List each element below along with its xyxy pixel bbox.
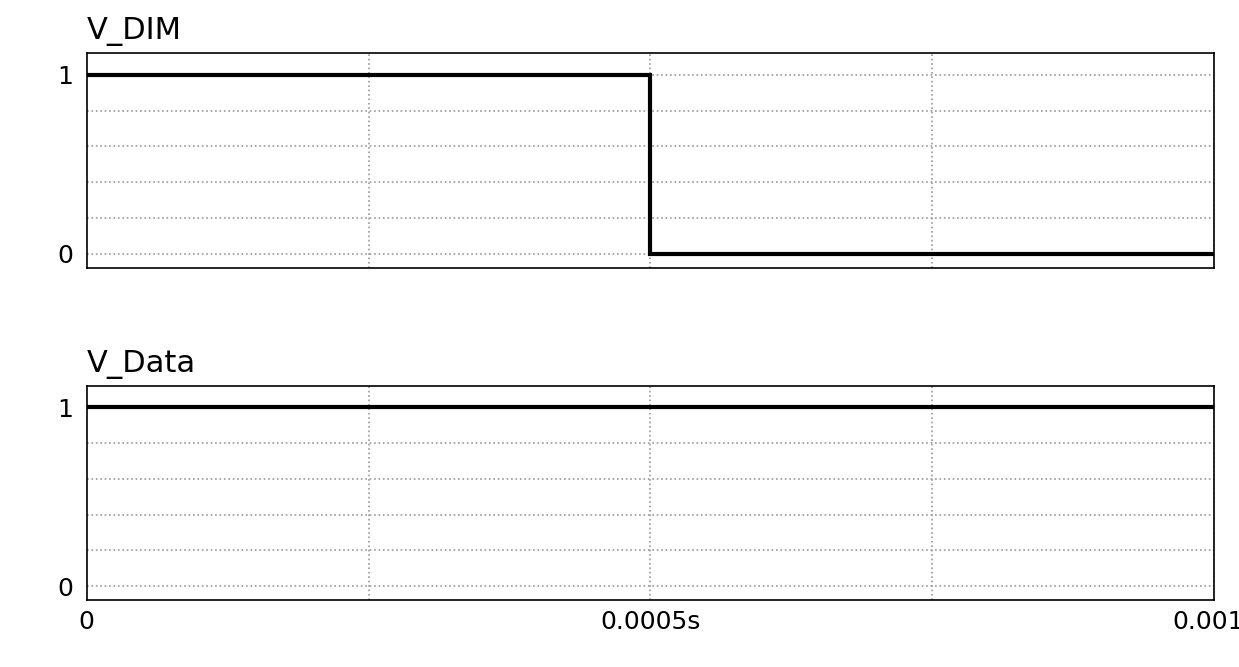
- Text: V_DIM: V_DIM: [87, 17, 182, 47]
- Text: V_Data: V_Data: [87, 350, 196, 379]
